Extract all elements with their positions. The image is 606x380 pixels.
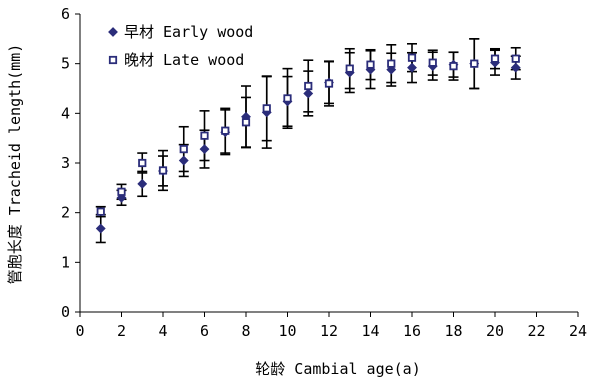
late-wood-point (200, 131, 209, 140)
late-wood-point (179, 144, 188, 154)
legend-label: 晚材 Late wood (124, 51, 244, 69)
x-tick-label: 12 (320, 322, 338, 340)
x-tick-label: 14 (361, 322, 379, 340)
x-tick-label: 22 (527, 322, 545, 340)
x-tick-label: 20 (486, 322, 504, 340)
early-wood-point (95, 223, 106, 234)
error-bars (95, 38, 521, 244)
y-tick-label: 2 (61, 204, 70, 222)
x-tick-label: 2 (117, 322, 126, 340)
legend-item: 晚材 Late wood (108, 51, 244, 69)
late-wood-point (366, 60, 375, 69)
late-wood-point (511, 54, 520, 63)
late-wood-point (324, 79, 334, 88)
late-wood-point (345, 64, 354, 73)
y-tick-label: 6 (61, 5, 70, 23)
legend-item: 早材 Early wood (108, 23, 253, 41)
early-wood-point (407, 62, 417, 73)
late-wood-point (490, 54, 500, 63)
late-wood-point (158, 166, 168, 175)
legend: 早材 Early wood 晚材 Late wood (108, 23, 253, 69)
late-wood-point (138, 158, 147, 168)
late-wood-point (283, 94, 292, 103)
x-tick-label: 6 (200, 322, 209, 340)
late-wood-point (117, 187, 126, 196)
late-wood-point (304, 81, 313, 91)
early-wood-point (303, 88, 314, 99)
late-wood-point (96, 207, 105, 216)
y-tick-label: 1 (61, 253, 70, 271)
late-wood-point (387, 59, 396, 68)
x-tick-label: 8 (241, 322, 250, 340)
y-tick-label: 5 (61, 55, 70, 73)
early-wood-point (178, 155, 189, 166)
late-wood-point (241, 118, 251, 127)
x-tick-label: 16 (403, 322, 421, 340)
square-marker-icon (108, 55, 118, 65)
legend-label: 早材 Early wood (124, 23, 253, 41)
y-tick-label: 0 (61, 303, 70, 321)
early-wood-point (199, 144, 210, 155)
x-tick-label: 24 (569, 322, 587, 340)
early-wood-point (510, 62, 521, 73)
late-wood-point (407, 53, 417, 62)
x-tick-label: 18 (444, 322, 462, 340)
y-tick-label: 4 (61, 104, 70, 122)
y-axis-title: 管胞长度 Tracheid length(mm) (6, 44, 24, 285)
late-wood-point (449, 62, 458, 71)
diamond-marker-icon (108, 27, 118, 37)
late-wood-point (221, 126, 230, 135)
late-wood-point (428, 58, 437, 67)
x-axis-title: 轮龄 Cambial age(a) (255, 360, 420, 378)
x-tick-label: 0 (75, 322, 84, 340)
x-tick-label: 4 (158, 322, 167, 340)
early-wood-point (137, 178, 148, 189)
data-markers (95, 53, 521, 234)
late-wood-point (262, 104, 271, 113)
y-tick-label: 3 (61, 154, 70, 172)
x-tick-label: 10 (278, 322, 296, 340)
late-wood-point (470, 59, 479, 68)
